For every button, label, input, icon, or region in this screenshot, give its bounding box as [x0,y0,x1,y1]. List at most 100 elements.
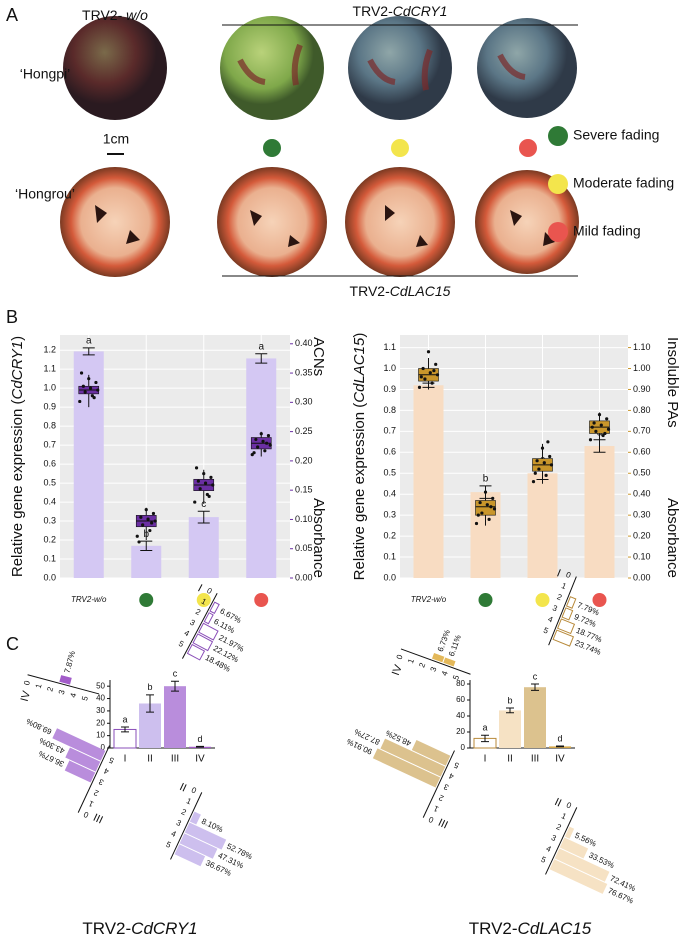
point [480,511,484,515]
point [478,500,482,505]
y2-tick-label: 0.00 [633,572,651,582]
rose-bar [59,675,72,685]
rose-bar [549,859,608,894]
rose-name: II [178,781,189,794]
y-tick-label: 1.1 [43,364,56,374]
significance-letter: a [122,714,127,724]
rose-axis-label: 5 [542,626,550,636]
category-dot [254,593,269,607]
y2-tick-label: 0.70 [633,426,651,436]
point [483,490,488,494]
significance-letter: d [557,733,562,743]
rose-bar [559,837,589,859]
error-bar [82,347,95,356]
point [92,396,96,400]
point [542,461,546,465]
rose-axis-label: 5 [80,695,90,702]
legend-dot [548,174,568,194]
rose-axis-label: 2 [417,661,427,669]
rose-name: I [555,567,562,579]
y-tick-label: 0.1 [383,551,396,561]
rose-name: IV [19,689,33,703]
rose-axis-label: 1 [406,657,416,665]
point [203,481,208,485]
rose-bar [443,657,456,667]
panel-label: A [6,5,18,25]
y-tick-label: 0.0 [383,572,396,582]
point [537,467,541,471]
point [605,417,609,421]
point [148,528,152,533]
y-axis-label: Relative gene expression (CdCRY1) [9,336,26,577]
rose-bar [179,833,218,859]
y2-tick-label: 0.25 [295,426,313,436]
row-label: ‘Hongpi’ [20,66,71,82]
rose-axis-label: 3 [57,688,67,695]
fruit-photo [475,170,579,274]
rose-bar [174,844,206,867]
y-tick-label: 0 [461,743,466,752]
y-tick-label: 0.9 [43,402,56,412]
point [590,425,594,429]
rose-axis-label: 2 [92,788,100,798]
error-bar [171,680,179,692]
y-tick-label: 1.0 [43,383,56,393]
point [592,421,596,425]
rose-bar [554,848,610,882]
rose-axis-label: 5 [451,673,461,681]
y2-tick-label: 0.20 [295,455,313,465]
rose-axis-label: 3 [175,818,183,828]
point [263,449,267,453]
x-tick-label: I [124,754,127,765]
y-axis-label-part: ) [9,336,26,341]
legend-label: Mild fading [573,223,641,239]
rose-axis-label: 1 [560,581,568,591]
y2-tick-label: 0.35 [295,367,313,377]
point [489,505,493,509]
rose-axis-label: 0 [82,809,90,819]
rose-axis-label: 4 [69,692,79,699]
point [211,483,215,487]
rose-axis-label: 2 [45,685,55,692]
rose-chart: IV 0 1 2 3 4 5 7.87% [19,650,100,703]
y2-tick-label: 0.05 [295,543,313,553]
y-tick-label: 1.2 [43,345,56,355]
y2-tick-label: 0.00 [295,572,313,582]
significance-letter: a [86,336,92,347]
significance-letter: b [507,695,512,705]
y-tick-label: 40 [96,694,105,703]
box [475,500,496,516]
rose-name: II [553,796,564,809]
x-tick-label: IV [195,754,205,765]
y-axis-label: Relative gene expression (CdLAC15) [351,333,368,581]
point [597,413,602,417]
rose-bar [184,822,227,850]
rose-bar [552,629,575,647]
x-tick-label: III [171,754,179,765]
fruit-photo [477,18,577,118]
point [194,466,199,470]
error-bar [481,734,489,743]
point [544,473,548,477]
rose-axis-label: 0 [565,800,573,810]
error-bar [196,745,204,748]
rose-axis [77,745,110,813]
y2-tick-label: 1.10 [633,342,651,352]
group-title-part: CdCRY1 [131,919,197,938]
y2-tick-label: 0.90 [633,384,651,394]
y2-tick-label: 0.40 [295,338,313,348]
fruit-photo [345,167,455,277]
rose-axis-label: 1 [200,597,209,607]
rose-axis-label: 4 [545,844,553,854]
rose-bar [192,633,214,652]
point [96,388,100,392]
rose-bar [198,622,219,641]
point [252,451,256,455]
group-title: TRV2-CdLAC15 [469,919,592,938]
rose-bar [411,740,451,766]
point [144,508,148,512]
